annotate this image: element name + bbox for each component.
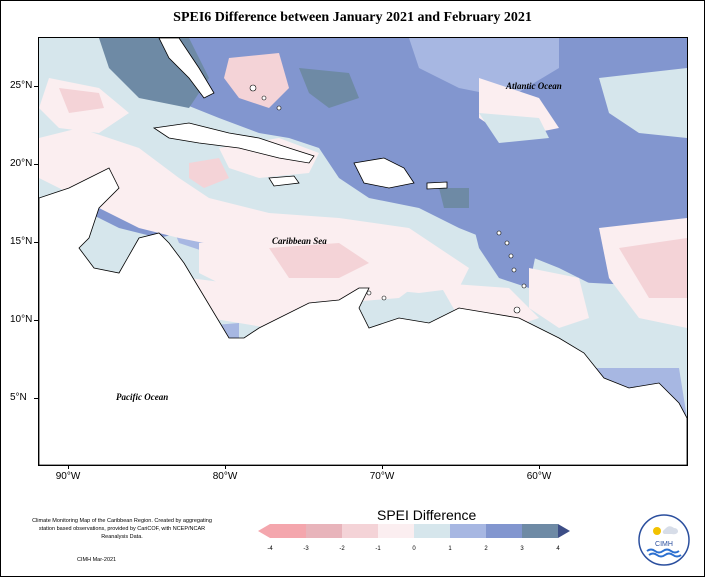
- legend-arrow-low: [258, 524, 270, 538]
- legend-tick-label: 1: [448, 546, 452, 552]
- y-tick: [34, 86, 38, 87]
- x-tick: [68, 465, 69, 469]
- credits-date: CIMH Mar-2021: [77, 557, 117, 563]
- legend-bin: [450, 524, 486, 538]
- legend-bin: [270, 524, 306, 538]
- legend-colorbar: -4 -3 -2 -1 0 1 2 3 4: [258, 524, 570, 552]
- legend-title: SPEI Difference: [377, 507, 477, 523]
- legend-tick-label: 3: [520, 546, 524, 552]
- map-area: [38, 37, 688, 466]
- pacific-ocean-label: Pacific Ocean: [116, 392, 169, 402]
- x-label-80w: 80°W: [212, 471, 238, 482]
- legend-bin: [306, 524, 342, 538]
- cloud-icon: [662, 526, 678, 535]
- spei-map: [39, 38, 687, 465]
- legend-bin: [486, 524, 522, 538]
- y-label-10n: 10°N: [10, 314, 33, 325]
- legend-tick-label: 0: [412, 546, 416, 552]
- map-title: SPEI6 Difference between January 2021 an…: [173, 10, 532, 25]
- cimh-logo: CIMH: [638, 514, 690, 566]
- x-label-70w: 70°W: [369, 471, 395, 482]
- legend-tick-label: 2: [484, 546, 488, 552]
- legend-tick-label: -4: [267, 546, 273, 552]
- x-tick: [539, 465, 540, 469]
- wave-icon: [646, 548, 680, 554]
- y-label-5n: 5°N: [10, 392, 27, 403]
- legend-tick-label: -2: [339, 546, 345, 552]
- y-label-15n: 15°N: [10, 236, 33, 247]
- y-label-20n: 20°N: [10, 158, 33, 169]
- x-tick: [382, 465, 383, 469]
- legend-bin: [342, 524, 378, 538]
- y-tick: [34, 320, 38, 321]
- y-tick: [34, 242, 38, 243]
- legend-bin: [378, 524, 414, 538]
- wave-icon: [648, 552, 682, 558]
- sun-icon: [653, 527, 661, 535]
- y-tick: [34, 398, 38, 399]
- caribbean-sea-label: Caribbean Sea: [272, 236, 327, 246]
- legend-tick-label: -1: [375, 546, 381, 552]
- atlantic-ocean-label: Atlantic Ocean: [506, 81, 562, 91]
- x-label-90w: 90°W: [55, 471, 81, 482]
- logo-text: CIMH: [655, 541, 673, 548]
- y-tick: [34, 164, 38, 165]
- legend-tick-label: 4: [556, 546, 560, 552]
- legend-tick-label: -3: [303, 546, 309, 552]
- legend-bin: [522, 524, 558, 538]
- credits-text: Climate Monitoring Map of the Caribbean …: [32, 518, 212, 540]
- y-label-25n: 25°N: [10, 80, 33, 91]
- x-label-60w: 60°W: [526, 471, 552, 482]
- legend-bin: [414, 524, 450, 538]
- legend-arrow-high: [558, 524, 570, 538]
- x-tick: [225, 465, 226, 469]
